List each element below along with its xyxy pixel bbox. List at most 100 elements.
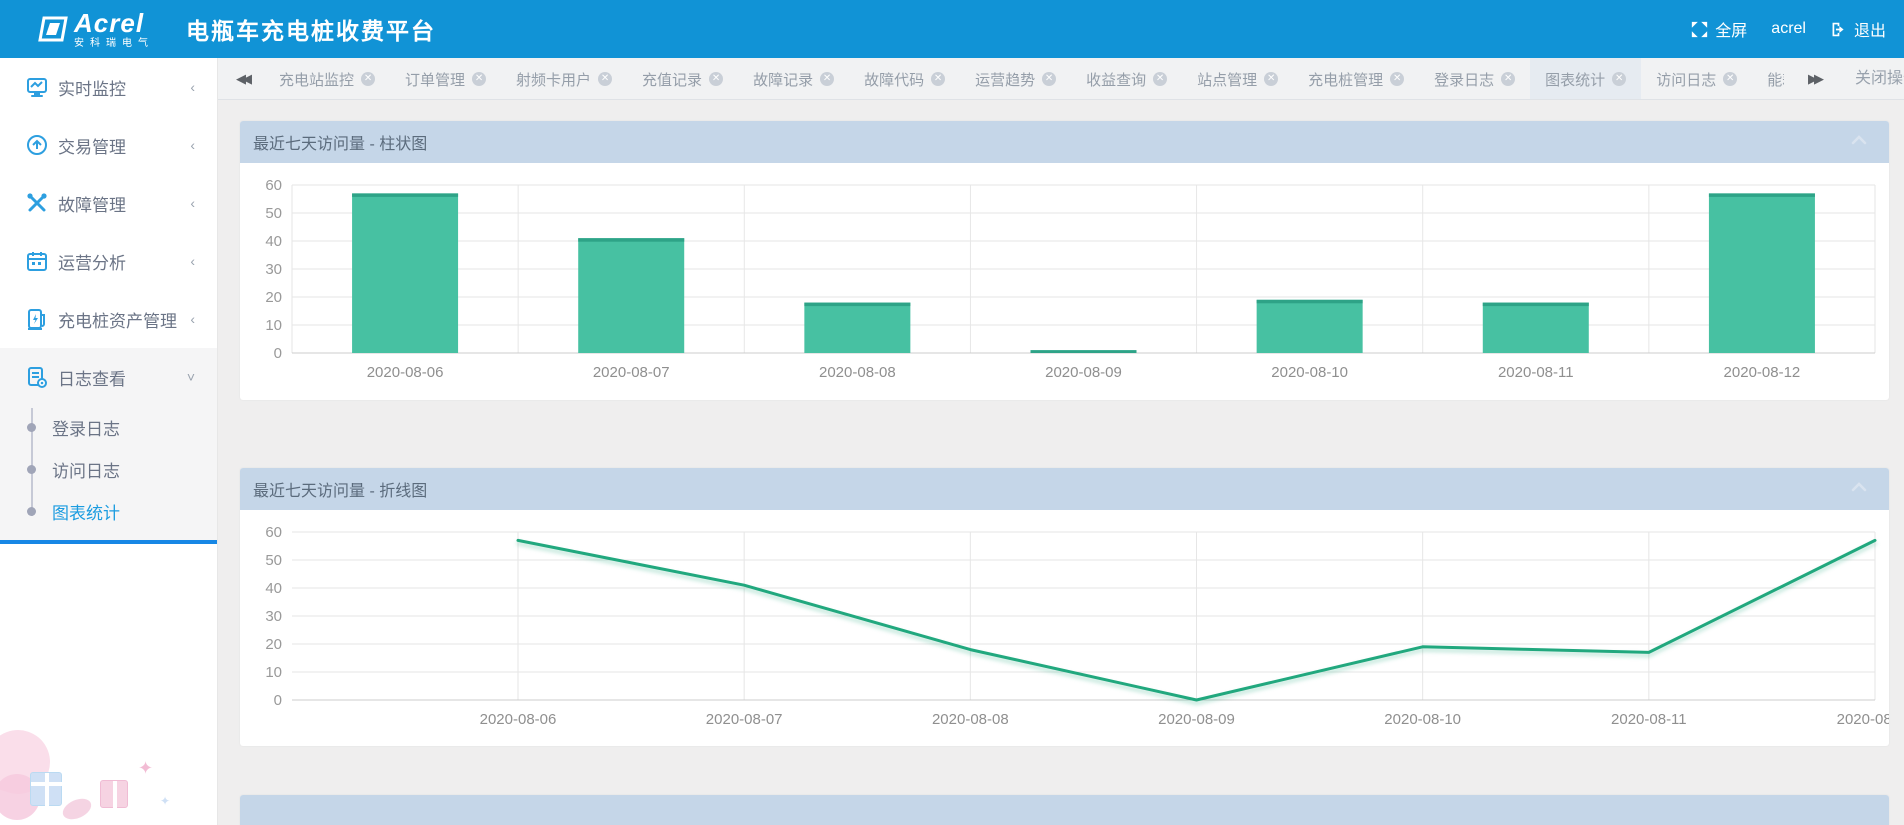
chevron-down-icon: ˅ bbox=[186, 369, 195, 385]
svg-text:2020-08-10: 2020-08-10 bbox=[1271, 364, 1348, 381]
bar-chart-panel-title: 最近七天访问量 - 柱状图 bbox=[253, 136, 428, 153]
tab-label: 故障代码 bbox=[864, 71, 925, 89]
sidebar-active-indicator-line bbox=[0, 540, 217, 544]
chevron-left-icon: ‹ bbox=[190, 311, 195, 327]
line-chart-panel-title: 最近七天访问量 - 折线图 bbox=[253, 483, 428, 500]
fault-tools-icon bbox=[27, 193, 47, 212]
svg-text:30: 30 bbox=[265, 261, 282, 278]
sidebar-item-label: 故障管理 bbox=[58, 195, 126, 215]
line-chart-panel-header[interactable]: 最近七天访问量 - 折线图 bbox=[240, 468, 1889, 510]
tab-bar: ◀◀ 充电站监控 ✕ 订单管理 ✕ 射频卡用户 ✕ 充值记录 ✕ 故障记录 ✕ 故障代码 ✕ 运营趋势 ✕… bbox=[218, 58, 1904, 100]
submenu-dot-icon bbox=[27, 506, 36, 516]
tab-close-icon[interactable]: ✕ bbox=[820, 72, 835, 86]
tab-close-icon[interactable]: ✕ bbox=[1153, 72, 1168, 86]
sidebar-item-label: 运营分析 bbox=[58, 253, 126, 273]
sidebar-item-日志查看[interactable]: 日志查看 ˅ bbox=[0, 348, 217, 406]
bar-chart-panel-header[interactable]: 最近七天访问量 - 柱状图 bbox=[240, 121, 1889, 163]
tab-close-icon[interactable]: ✕ bbox=[1501, 72, 1516, 86]
logout-button[interactable]: 退出 bbox=[1830, 17, 1886, 41]
sidebar-item-实时监控[interactable]: 实时监控 ‹ bbox=[0, 58, 217, 116]
svg-text:2020-08-10: 2020-08-10 bbox=[1384, 711, 1461, 728]
sidebar-item-label: 交易管理 bbox=[58, 137, 126, 157]
sidebar-subitem-label: 访问日志 bbox=[52, 461, 120, 481]
svg-text:2020-08-07: 2020-08-07 bbox=[593, 364, 670, 381]
tab-订单管理[interactable]: 订单管理 ✕ bbox=[390, 58, 501, 99]
chevron-left-icon: ‹ bbox=[190, 79, 195, 95]
logout-label: 退出 bbox=[1853, 23, 1886, 40]
logo-text: Acrel bbox=[74, 7, 145, 38]
sidebar-item-故障管理[interactable]: 故障管理 ‹ bbox=[0, 174, 217, 232]
calendar-icon bbox=[27, 252, 47, 271]
third-panel-partially-visible bbox=[240, 795, 1889, 825]
tab-close-icon[interactable]: ✕ bbox=[361, 72, 376, 86]
svg-text:2020-08-11: 2020-08-11 bbox=[1498, 364, 1574, 381]
sidebar-subitem-label: 图表统计 bbox=[52, 503, 120, 523]
tab-close-icon[interactable]: ✕ bbox=[472, 72, 487, 86]
tab-充电桩管理[interactable]: 充电桩管理 ✕ bbox=[1293, 58, 1419, 99]
fullscreen-button[interactable]: 全屏 bbox=[1691, 17, 1747, 41]
tab-close-icon[interactable]: ✕ bbox=[1390, 72, 1405, 86]
collapse-panel-icon[interactable] bbox=[1851, 482, 1867, 492]
decorative-gift-box-pink bbox=[100, 780, 128, 809]
line-chart-panel: 最近七天访问量 - 折线图 0 10 20 30 40 50 60 2020-08-06 202… bbox=[240, 468, 1904, 746]
sidebar-item-label: 实时监控 bbox=[58, 79, 126, 99]
tab-故障记录[interactable]: 故障记录 ✕ bbox=[738, 58, 849, 99]
svg-text:2020-08-08: 2020-08-08 bbox=[819, 364, 896, 381]
sidebar-item-交易管理[interactable]: 交易管理 ‹ bbox=[0, 116, 217, 174]
tab-访问日志[interactable]: 访问日志 ✕ bbox=[1641, 58, 1752, 99]
app-header: Acrel 安科瑞电气 电瓶车充电桩收费平台 全屏 acrel 退出 bbox=[0, 0, 1904, 58]
tab-strip: 充电站监控 ✕ 订单管理 ✕ 射频卡用户 ✕ 充值记录 ✕ 故障记录 ✕ 故障代码 ✕ 运营趋势 ✕ 收益查… bbox=[264, 58, 1784, 99]
decorative-sparkle: ✦ bbox=[160, 794, 171, 808]
tab-close-icon[interactable]: ✕ bbox=[598, 72, 613, 86]
tab-close-icon[interactable]: ✕ bbox=[1723, 72, 1738, 86]
sidebar-subitem-登录日志[interactable]: 登录日志 bbox=[0, 406, 217, 448]
tab-label: 运营趋势 bbox=[975, 71, 1036, 89]
tab-能耗报表[interactable]: 能耗报表✕ bbox=[1752, 58, 1784, 99]
scroll-tabs-right-button[interactable]: ▶▶ bbox=[1808, 71, 1824, 86]
tab-label: 能耗报表 bbox=[1767, 71, 1784, 89]
sidebar-item-充电桩资产管理[interactable]: 充电桩资产管理 ‹ bbox=[0, 290, 217, 348]
log-menu-expanded-section: 日志查看 ˅ 登录日志访问日志图表统计 bbox=[0, 348, 217, 540]
decorative-sparkle: ✦ bbox=[138, 758, 154, 778]
chevron-left-icon: ‹ bbox=[190, 253, 195, 269]
sidebar: 实时监控 ‹ 交易管理 ‹ 故障管理 ‹ 运营分析 ‹ 充电桩资产管理 ‹ 日志查看 ˅ 登录日志访… bbox=[0, 58, 218, 825]
sidebar-subitem-图表统计[interactable]: 图表统计 bbox=[0, 490, 217, 532]
svg-text:2020-08-06: 2020-08-06 bbox=[367, 364, 444, 381]
collapse-panel-icon[interactable] bbox=[1851, 135, 1867, 145]
tab-label: 充值记录 bbox=[642, 71, 703, 89]
tab-close-icon[interactable]: ✕ bbox=[1042, 72, 1057, 86]
svg-text:60: 60 bbox=[265, 177, 282, 194]
svg-text:60: 60 bbox=[265, 524, 282, 541]
username[interactable]: acrel bbox=[1771, 20, 1806, 37]
tab-充值记录[interactable]: 充值记录 ✕ bbox=[627, 58, 738, 99]
tab-close-icon[interactable]: ✕ bbox=[1264, 72, 1279, 86]
close-operations-button[interactable]: 关闭操作 bbox=[1855, 70, 1904, 87]
tab-close-icon[interactable]: ✕ bbox=[1612, 72, 1627, 86]
decorative-gift-box-blue bbox=[30, 772, 63, 807]
sidebar-item-label: 日志查看 bbox=[58, 369, 126, 389]
tab-图表统计[interactable]: 图表统计 ✕ bbox=[1530, 58, 1642, 99]
line-chart: 0 10 20 30 40 50 60 2020-08-06 2020-08-07 2020-08… bbox=[265, 524, 1904, 728]
svg-text:2020-08-09: 2020-08-09 bbox=[1158, 711, 1235, 728]
tab-站点管理[interactable]: 站点管理 ✕ bbox=[1182, 58, 1293, 99]
tab-射频卡用户[interactable]: 射频卡用户 ✕ bbox=[501, 58, 627, 99]
sidebar-subitem-访问日志[interactable]: 访问日志 bbox=[0, 448, 217, 490]
main-content: 最近七天访问量 - 柱状图 0 10 20 30 40 50 60 2020-08-06 202… bbox=[218, 100, 1904, 825]
svg-text:2020-08-08: 2020-08-08 bbox=[932, 711, 1009, 728]
tab-label: 访问日志 bbox=[1656, 71, 1717, 89]
tab-label: 登录日志 bbox=[1434, 71, 1495, 89]
sidebar-item-运营分析[interactable]: 运营分析 ‹ bbox=[0, 232, 217, 290]
tab-登录日志[interactable]: 登录日志 ✕ bbox=[1419, 58, 1530, 99]
scroll-tabs-left-button[interactable]: ◀◀ bbox=[236, 71, 252, 86]
third-panel-header[interactable] bbox=[240, 795, 1889, 825]
tab-充电站监控[interactable]: 充电站监控 ✕ bbox=[264, 58, 390, 99]
svg-text:40: 40 bbox=[265, 580, 282, 597]
acrel-logo-icon bbox=[38, 16, 68, 42]
svg-text:10: 10 bbox=[265, 664, 282, 681]
decorative-flower bbox=[0, 721, 59, 803]
tab-运营趋势[interactable]: 运营趋势 ✕ bbox=[960, 58, 1071, 99]
tab-故障代码[interactable]: 故障代码 ✕ bbox=[849, 58, 960, 99]
tab-收益查询[interactable]: 收益查询 ✕ bbox=[1071, 58, 1182, 99]
tab-close-icon[interactable]: ✕ bbox=[709, 72, 724, 86]
tab-close-icon[interactable]: ✕ bbox=[931, 72, 946, 86]
